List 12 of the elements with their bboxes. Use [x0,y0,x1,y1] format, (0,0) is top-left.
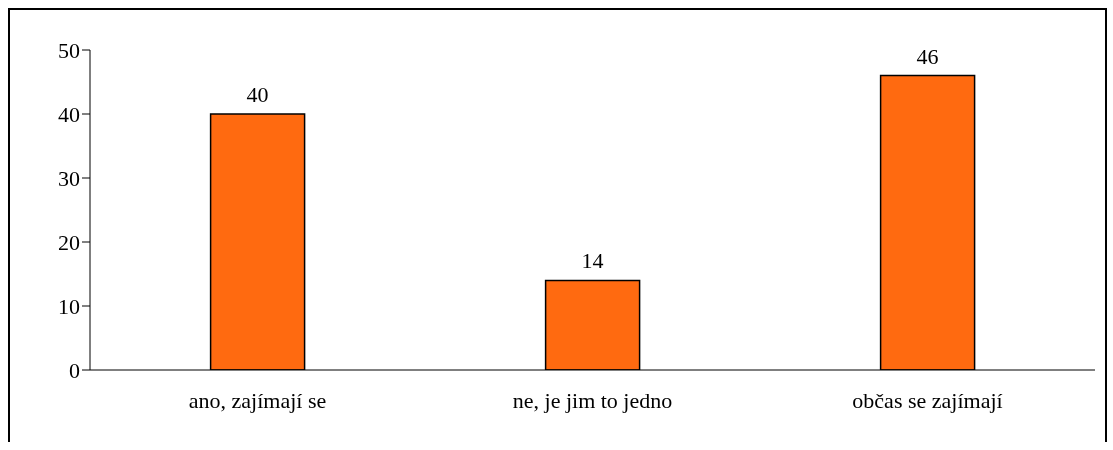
x-tick-label: ano, zajímají se [188,387,327,413]
y-tick-label: 20 [58,229,80,255]
x-tick-label: občas se zajímají [852,387,1003,413]
data-label: 14 [581,248,604,274]
y-tick-label: 0 [69,357,80,383]
y-tick-label: 50 [58,37,80,63]
data-label: 46 [916,43,939,69]
y-tick-label: 30 [58,165,80,191]
y-tick-label: 10 [58,293,80,319]
x-tick-label: ne, je jim to jedno [512,387,673,413]
data-label: 40 [246,82,269,107]
y-tick-label: 40 [58,101,80,127]
